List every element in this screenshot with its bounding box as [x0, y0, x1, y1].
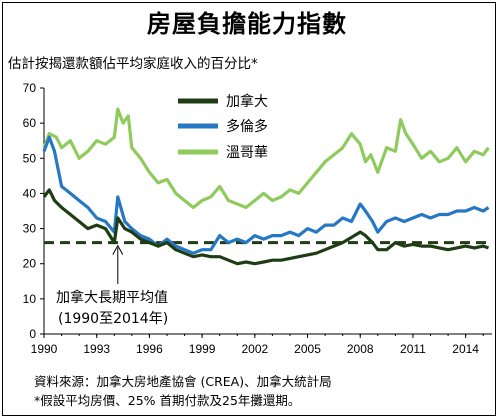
- annotation-label-period: (1990至2014年): [58, 311, 168, 327]
- chart-frame: [2, 2, 496, 416]
- source-note: 資料來源：加拿大房地產協會 (CREA)、加拿大統計局: [34, 374, 332, 389]
- x-tick-label: 2014: [452, 342, 479, 356]
- legend-label: 多倫多: [226, 118, 268, 135]
- series-line: [42, 107, 490, 210]
- x-tick-label: 1996: [136, 342, 163, 356]
- chart-title: 房屋負擔能力指數: [147, 10, 347, 38]
- x-tick-label: 2008: [347, 342, 374, 356]
- y-tick-label: 0: [29, 327, 36, 341]
- annotation-group: 加拿大長期平均值 (1990至2014年): [56, 244, 168, 327]
- footnote: *假設平均房價、25% 首期付款及25年攤還期。: [34, 393, 301, 408]
- x-tick-label: 2005: [294, 342, 321, 356]
- annotation-arrow-head: [112, 244, 124, 255]
- axes: 0 10 20 30 40 50 60 70 1990 1993 1996 1999 2002 2005 2…: [23, 81, 492, 356]
- series-group: [42, 107, 490, 266]
- x-tick-label: 1999: [189, 342, 216, 356]
- series-line: [42, 188, 490, 266]
- y-axis-label: 估計按揭還款額佔平均家庭收入的百分比*: [8, 56, 258, 72]
- x-tick-label: 2011: [400, 342, 426, 356]
- y-tick-label: 20: [23, 257, 37, 271]
- annotation-label: 加拿大長期平均值: [56, 289, 168, 306]
- y-tick-label: 60: [23, 116, 37, 130]
- y-tick-label: 50: [23, 151, 37, 165]
- legend-label: 溫哥華: [226, 145, 268, 161]
- legend-label: 加拿大: [226, 93, 268, 110]
- y-tick-label: 40: [23, 186, 37, 200]
- x-tick-label: 1990: [31, 342, 58, 356]
- y-tick-label: 30: [23, 222, 37, 236]
- x-tick-label: 2002: [241, 342, 268, 356]
- x-tick-label: 1993: [83, 342, 110, 356]
- y-tick-label: 10: [23, 292, 37, 306]
- y-tick-label: 70: [23, 81, 37, 95]
